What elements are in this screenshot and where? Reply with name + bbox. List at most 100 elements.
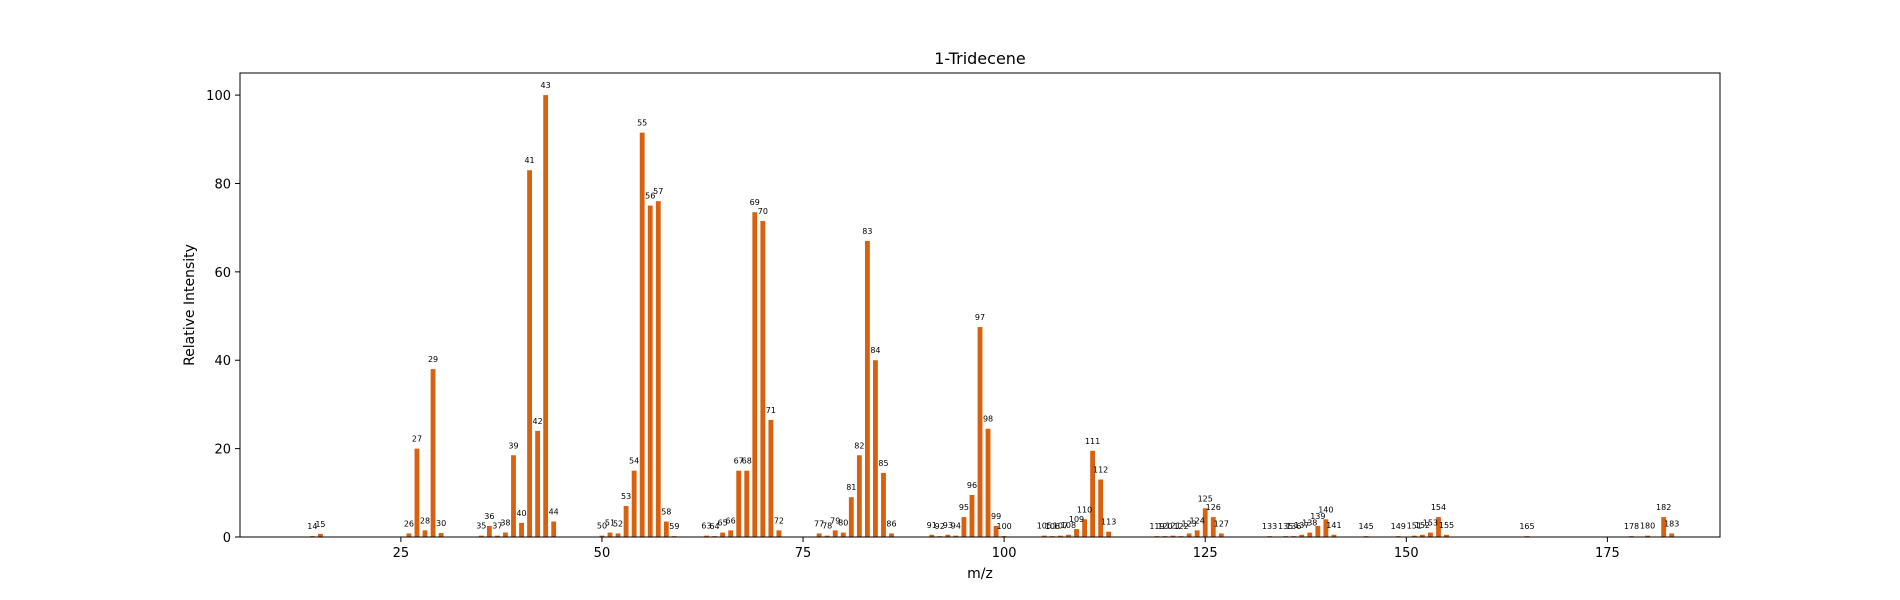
- peak-label-145: 145: [1358, 522, 1373, 531]
- bar-mz-81: [848, 497, 854, 537]
- bar-mz-110: [1082, 519, 1087, 537]
- bar-mz-44: [551, 521, 557, 537]
- peak-label-57: 57: [653, 187, 663, 196]
- peak-label-99: 99: [991, 512, 1001, 521]
- bar-mz-127: [1218, 533, 1224, 537]
- x-tick-label-150: 150: [1394, 546, 1419, 561]
- bar-mz-126: [1210, 517, 1216, 537]
- bar-mz-56: [647, 205, 653, 537]
- bar-mz-29: [430, 369, 436, 537]
- peak-label-106: 106: [1045, 522, 1060, 531]
- bar-mz-80: [840, 532, 846, 537]
- peak-label-58: 58: [661, 508, 671, 517]
- peak-label-41: 41: [524, 156, 534, 165]
- bar-mz-125: [1202, 508, 1208, 537]
- bar-mz-65: [720, 532, 726, 537]
- peak-label-86: 86: [886, 519, 896, 528]
- peak-label-100: 100: [996, 522, 1011, 531]
- bar-mz-66: [728, 530, 734, 537]
- peak-label-112: 112: [1093, 466, 1108, 475]
- x-tick-label-100: 100: [992, 546, 1017, 561]
- y-tick-label-80: 80: [214, 177, 231, 192]
- bar-mz-86: [889, 533, 894, 537]
- peak-label-63: 63: [701, 522, 711, 531]
- bar-mz-41: [527, 170, 532, 537]
- bar-mz-84: [873, 360, 878, 537]
- peak-label-44: 44: [549, 508, 559, 517]
- peak-label-28: 28: [420, 516, 430, 525]
- peak-label-30: 30: [436, 519, 446, 528]
- y-tick-label-60: 60: [214, 266, 231, 281]
- bar-mz-108: [1066, 534, 1071, 537]
- bar-mz-57: [655, 201, 661, 537]
- peak-label-95: 95: [959, 503, 969, 512]
- bar-mz-183: [1669, 533, 1675, 537]
- y-tick-label-40: 40: [214, 354, 231, 369]
- bar-mz-138: [1307, 532, 1313, 537]
- bar-mz-83: [864, 240, 870, 538]
- bar-mz-53: [623, 506, 629, 537]
- bars-group: [309, 95, 1675, 538]
- bar-mz-111: [1090, 450, 1096, 537]
- peak-label-178: 178: [1624, 522, 1639, 531]
- bar-mz-78: [824, 535, 830, 537]
- peak-label-97: 97: [975, 313, 985, 322]
- y-tick-label-100: 100: [206, 89, 231, 104]
- peak-label-127: 127: [1214, 519, 1229, 528]
- peak-label-139: 139: [1310, 512, 1325, 521]
- peak-label-15: 15: [315, 520, 325, 529]
- bar-mz-15: [318, 533, 323, 537]
- peak-label-29: 29: [428, 355, 438, 364]
- peak-label-151: 151: [1407, 522, 1422, 531]
- peak-label-183: 183: [1664, 519, 1679, 528]
- bar-mz-97: [977, 327, 983, 537]
- peak-label-77: 77: [814, 519, 824, 528]
- peak-label-126: 126: [1206, 503, 1221, 512]
- peak-label-65: 65: [718, 519, 728, 528]
- bar-mz-180: [1645, 535, 1651, 537]
- peak-label-107: 107: [1053, 522, 1068, 531]
- bar-mz-43: [543, 95, 549, 537]
- bar-mz-151: [1411, 535, 1417, 537]
- peak-label-96: 96: [967, 481, 977, 490]
- peak-label-82: 82: [854, 441, 864, 450]
- bar-mz-140: [1323, 519, 1329, 537]
- peak-label-71: 71: [766, 406, 776, 415]
- peak-label-68: 68: [742, 457, 752, 466]
- peak-label-124: 124: [1190, 516, 1205, 525]
- bar-mz-99: [993, 525, 999, 537]
- bar-mz-124: [1194, 530, 1200, 537]
- peak-label-182: 182: [1656, 503, 1671, 512]
- bar-mz-77: [816, 533, 822, 537]
- bar-mz-58: [663, 521, 669, 537]
- bar-mz-63: [704, 535, 709, 537]
- x-tick-label-75: 75: [795, 546, 812, 561]
- peak-label-52: 52: [613, 519, 623, 528]
- bar-mz-109: [1074, 529, 1079, 537]
- bar-mz-153: [1428, 532, 1433, 537]
- x-axis-ticks: 25 50 75 100 125 150 175: [393, 537, 1620, 561]
- peak-label-53: 53: [621, 492, 631, 501]
- peak-label-165: 165: [1519, 522, 1534, 531]
- peak-label-141: 141: [1326, 521, 1341, 530]
- peak-label-92: 92: [935, 522, 945, 531]
- peak-label-138: 138: [1302, 519, 1317, 528]
- bar-mz-50: [599, 535, 605, 537]
- peak-label-80: 80: [838, 519, 848, 528]
- peak-label-135: 135: [1278, 522, 1293, 531]
- y-tick-label-0: 0: [223, 531, 231, 546]
- peak-label-59: 59: [669, 522, 679, 531]
- peak-label-83: 83: [862, 227, 872, 236]
- peak-label-54: 54: [629, 457, 639, 466]
- bar-mz-38: [503, 532, 508, 537]
- peak-label-78: 78: [822, 522, 832, 531]
- peak-label-81: 81: [846, 483, 856, 492]
- peak-label-154: 154: [1431, 503, 1446, 512]
- peak-label-113: 113: [1101, 518, 1116, 527]
- bar-mz-85: [881, 472, 886, 537]
- peak-label-38: 38: [500, 519, 510, 528]
- peak-label-105: 105: [1037, 522, 1052, 531]
